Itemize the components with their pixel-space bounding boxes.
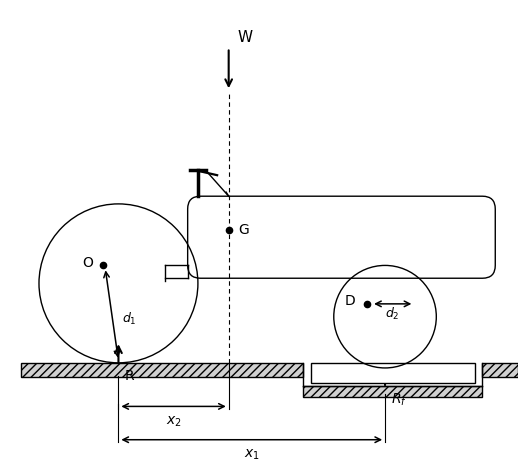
Text: $x_1$: $x_1$ bbox=[244, 448, 260, 462]
Text: $x_2$: $x_2$ bbox=[166, 415, 181, 429]
Text: O: O bbox=[82, 256, 93, 270]
Text: R: R bbox=[125, 369, 134, 383]
Text: G: G bbox=[238, 223, 249, 236]
Text: $d_2$: $d_2$ bbox=[385, 306, 400, 322]
Text: D: D bbox=[345, 294, 356, 308]
Polygon shape bbox=[311, 363, 475, 383]
Text: $R_f$: $R_f$ bbox=[391, 392, 408, 409]
Polygon shape bbox=[483, 363, 518, 377]
Text: W: W bbox=[238, 30, 253, 45]
Polygon shape bbox=[21, 363, 303, 377]
Text: $d_1$: $d_1$ bbox=[122, 311, 137, 327]
Polygon shape bbox=[303, 386, 483, 397]
